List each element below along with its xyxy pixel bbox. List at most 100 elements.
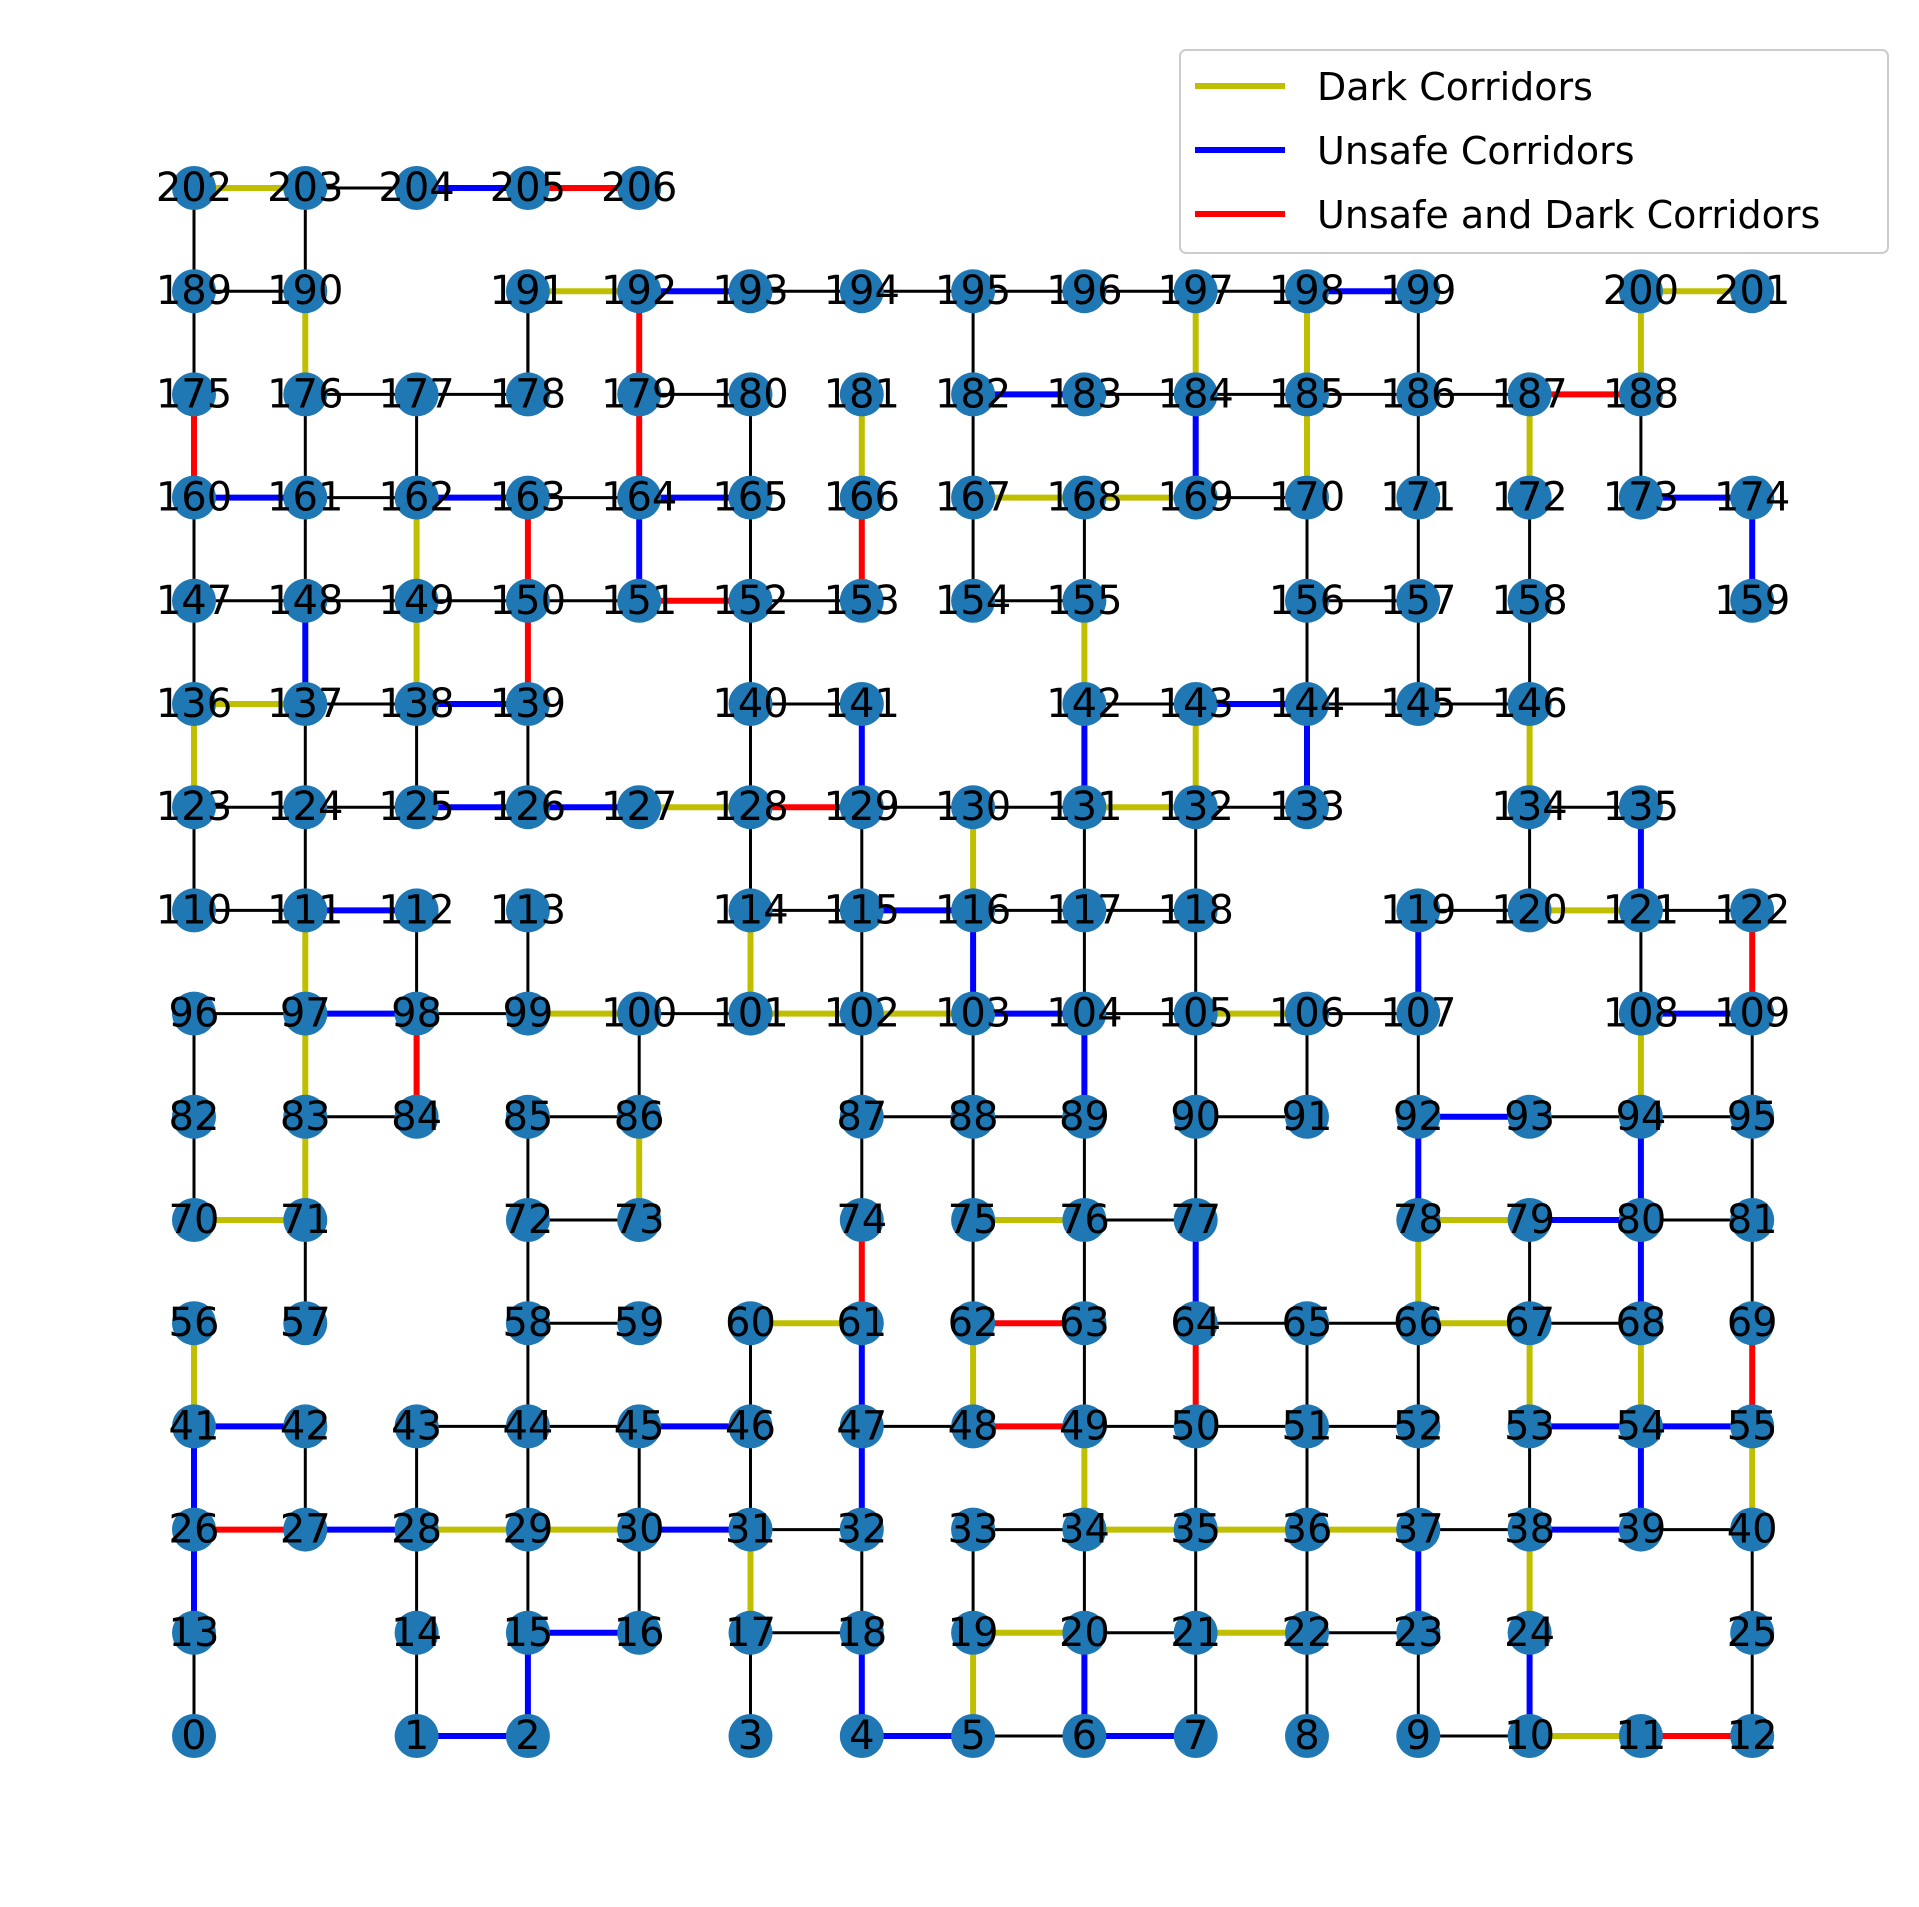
graph-node bbox=[1285, 372, 1329, 417]
graph-node bbox=[728, 475, 773, 520]
node-label: 53 bbox=[1504, 1403, 1555, 1449]
graph-node bbox=[172, 888, 216, 933]
node-label: 93 bbox=[1504, 1094, 1555, 1140]
node-label: 77 bbox=[1170, 1197, 1221, 1243]
graph-node bbox=[172, 682, 216, 726]
node-label: 102 bbox=[824, 991, 900, 1037]
node-label: 201 bbox=[1714, 268, 1790, 314]
graph-node bbox=[839, 1198, 884, 1242]
graph-node bbox=[1396, 888, 1441, 933]
node-label: 84 bbox=[391, 1094, 442, 1140]
node-label: 86 bbox=[614, 1094, 665, 1140]
graph-node bbox=[1062, 1404, 1107, 1449]
node-label: 167 bbox=[935, 475, 1011, 521]
graph-node bbox=[283, 1094, 328, 1139]
node-label: 28 bbox=[391, 1507, 442, 1553]
node-label: 25 bbox=[1727, 1610, 1778, 1656]
node-label: 183 bbox=[1046, 371, 1122, 417]
graph-node bbox=[728, 1507, 773, 1552]
graph-node bbox=[728, 269, 773, 314]
graph-node bbox=[728, 578, 773, 623]
node-label: 194 bbox=[824, 268, 900, 314]
graph-node bbox=[505, 888, 550, 933]
graph-node bbox=[951, 1404, 996, 1449]
graph-node bbox=[617, 372, 662, 417]
node-label: 27 bbox=[280, 1507, 331, 1553]
graph-node bbox=[1062, 1301, 1107, 1346]
node-label: 104 bbox=[1046, 991, 1122, 1037]
node-label: 174 bbox=[1714, 475, 1790, 521]
node-label: 148 bbox=[267, 578, 343, 624]
node-label: 105 bbox=[1158, 991, 1234, 1037]
node-label: 82 bbox=[169, 1094, 220, 1140]
node-label: 42 bbox=[280, 1403, 331, 1449]
graph-node bbox=[1285, 991, 1329, 1036]
graph-node bbox=[172, 1198, 216, 1242]
legend-label-dark: Dark Corridors bbox=[1317, 65, 1593, 109]
graph-node bbox=[1285, 1507, 1329, 1552]
node-label: 91 bbox=[1282, 1094, 1333, 1140]
node-label: 115 bbox=[824, 887, 900, 933]
node-label: 103 bbox=[935, 991, 1011, 1037]
node-label: 19 bbox=[948, 1610, 999, 1656]
graph-node bbox=[839, 1404, 884, 1449]
graph-node bbox=[1396, 475, 1441, 520]
graph-node bbox=[1173, 682, 1218, 726]
graph-node bbox=[172, 475, 216, 520]
graph-node bbox=[1062, 991, 1107, 1036]
graph-node bbox=[1062, 1714, 1107, 1758]
graph-node bbox=[839, 888, 884, 933]
graph-node bbox=[951, 888, 996, 933]
node-label: 60 bbox=[725, 1300, 776, 1346]
graph-node bbox=[1618, 1404, 1663, 1449]
legend-box bbox=[1179, 49, 1889, 254]
node-label: 121 bbox=[1603, 887, 1679, 933]
nodes-layer bbox=[172, 166, 1775, 1758]
graph-node bbox=[1618, 1714, 1663, 1758]
graph-node bbox=[505, 372, 550, 417]
node-label: 153 bbox=[824, 578, 900, 624]
node-label: 144 bbox=[1269, 681, 1345, 727]
graph-node bbox=[1396, 372, 1441, 417]
graph-node bbox=[951, 1094, 996, 1139]
node-label: 40 bbox=[1727, 1507, 1778, 1553]
graph-node bbox=[728, 1610, 773, 1655]
graph-node bbox=[1173, 475, 1218, 520]
node-label: 190 bbox=[267, 268, 343, 314]
node-label: 22 bbox=[1282, 1610, 1333, 1656]
node-label: 44 bbox=[502, 1403, 553, 1449]
graph-node bbox=[617, 1301, 662, 1346]
node-label: 13 bbox=[169, 1610, 220, 1656]
graph-node bbox=[1507, 475, 1552, 520]
node-label: 180 bbox=[712, 371, 788, 417]
graph-node bbox=[1285, 1404, 1329, 1449]
node-label: 178 bbox=[490, 371, 566, 417]
node-label: 106 bbox=[1269, 991, 1345, 1037]
graph-node bbox=[617, 991, 662, 1036]
node-label: 160 bbox=[156, 475, 232, 521]
node-label: 39 bbox=[1615, 1507, 1666, 1553]
graph-node bbox=[1173, 888, 1218, 933]
graph-node bbox=[1062, 578, 1107, 623]
graph-node bbox=[839, 578, 884, 623]
node-label: 184 bbox=[1158, 371, 1234, 417]
node-label: 159 bbox=[1714, 578, 1790, 624]
node-label: 29 bbox=[502, 1507, 553, 1553]
graph-node bbox=[1730, 991, 1775, 1036]
graph-node bbox=[505, 1714, 550, 1758]
graph-node bbox=[1618, 372, 1663, 417]
graph-node bbox=[172, 1610, 216, 1655]
graph-node bbox=[1730, 1404, 1775, 1449]
graph-node bbox=[617, 269, 662, 314]
graph-node bbox=[1507, 682, 1552, 726]
node-label: 192 bbox=[601, 268, 677, 314]
graph-node bbox=[1285, 682, 1329, 726]
node-label: 8 bbox=[1294, 1713, 1319, 1759]
graph-node bbox=[839, 991, 884, 1036]
graph-node bbox=[1396, 1714, 1441, 1758]
graph-node bbox=[1173, 1404, 1218, 1449]
graph-node bbox=[394, 372, 439, 417]
node-label: 156 bbox=[1269, 578, 1345, 624]
node-label: 146 bbox=[1491, 681, 1567, 727]
graph-node bbox=[1730, 1714, 1775, 1758]
